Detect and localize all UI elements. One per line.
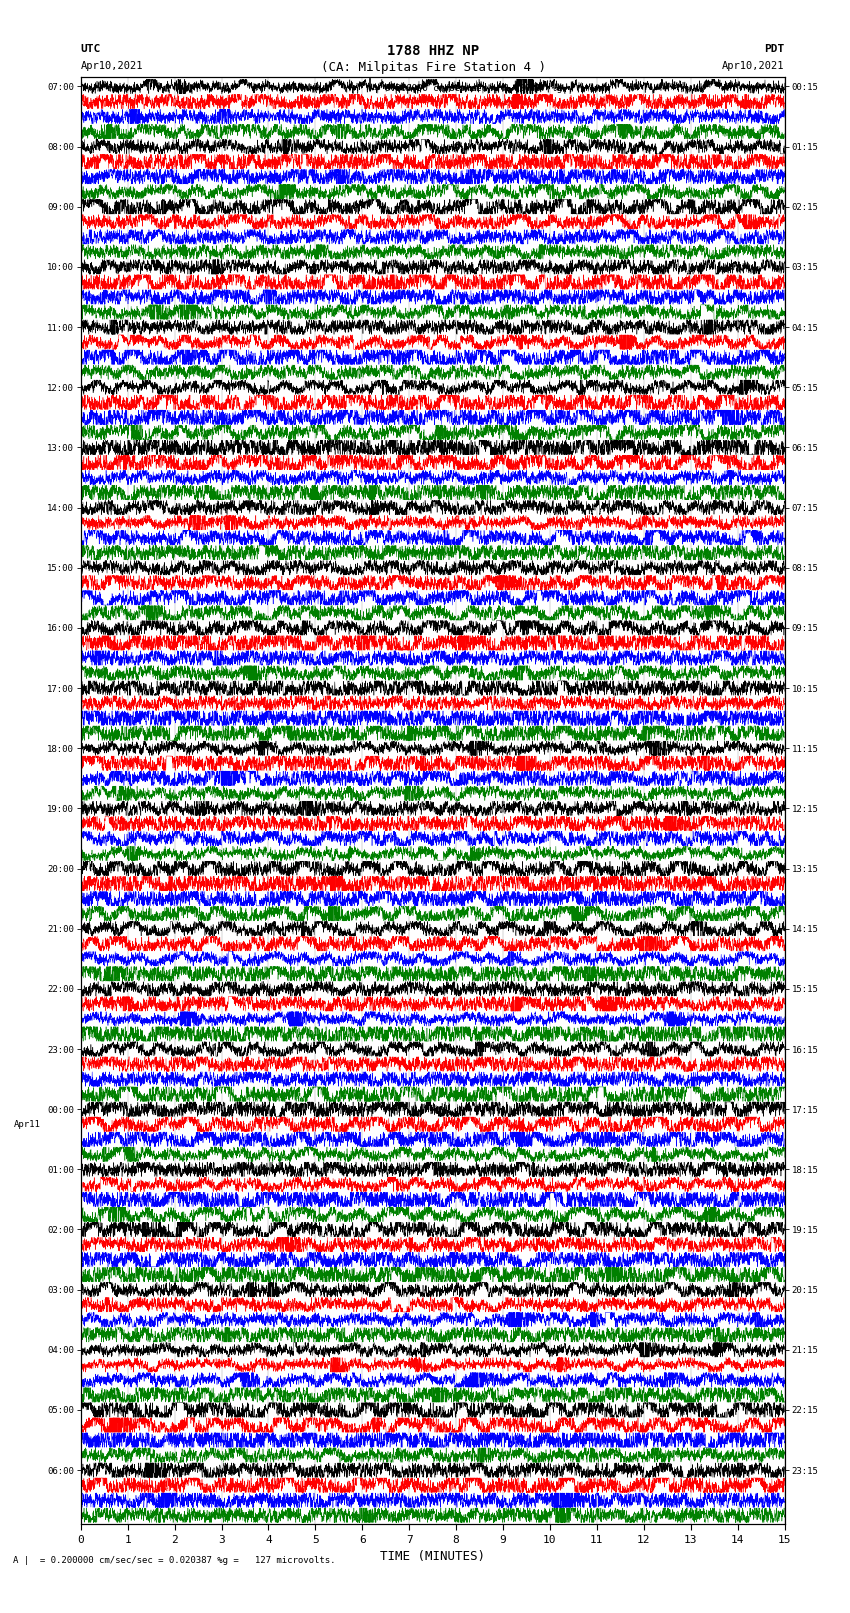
Text: PDT: PDT [764,44,785,53]
Text: Apr11: Apr11 [14,1119,41,1129]
Text: UTC: UTC [81,44,101,53]
Text: Apr10,2021: Apr10,2021 [81,61,144,71]
Text: Apr10,2021: Apr10,2021 [722,61,785,71]
Text: 1788 HHZ NP: 1788 HHZ NP [388,44,479,58]
Text: A |  = 0.200000 cm/sec/sec = 0.020387 %g =   127 microvolts.: A | = 0.200000 cm/sec/sec = 0.020387 %g … [13,1555,335,1565]
X-axis label: TIME (MINUTES): TIME (MINUTES) [380,1550,485,1563]
Text: = 0.200000 cm/sec/sec = 0.020387 %g: = 0.200000 cm/sec/sec = 0.020387 %g [374,84,562,94]
Text: (CA: Milpitas Fire Station 4 ): (CA: Milpitas Fire Station 4 ) [321,61,546,74]
